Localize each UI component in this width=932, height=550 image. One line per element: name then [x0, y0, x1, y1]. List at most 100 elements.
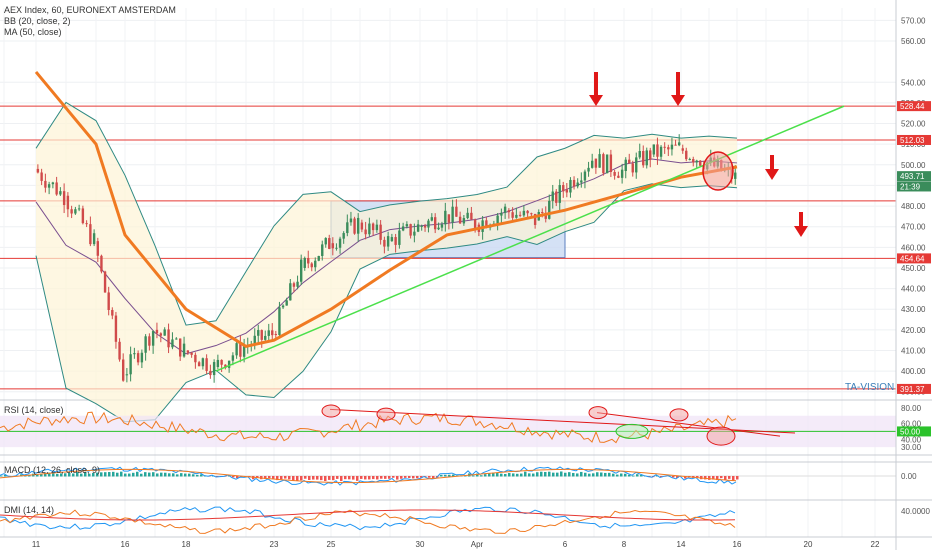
- time-tick-label: 23: [270, 540, 279, 549]
- candle-body: [178, 338, 182, 357]
- candle-body: [356, 217, 360, 234]
- candle-body: [530, 213, 533, 215]
- macd-bar: [608, 472, 611, 477]
- macd-bar: [100, 472, 103, 477]
- candle-body: [264, 335, 267, 340]
- time-tick-label: 30: [416, 540, 425, 549]
- macd-bar: [408, 476, 411, 478]
- macd-pane: [0, 466, 896, 486]
- macd-bar: [380, 476, 383, 479]
- rsi-legend[interactable]: RSI (14, close): [4, 405, 64, 415]
- dmi-legend[interactable]: DMI (14, 14): [4, 505, 55, 515]
- candle-body: [541, 211, 544, 213]
- macd-bar: [36, 474, 39, 477]
- price-tick-label: 410.00: [901, 346, 926, 355]
- candle-body: [555, 191, 558, 203]
- candle-body: [125, 374, 129, 376]
- macd-bar: [376, 476, 379, 480]
- macd-bar: [472, 475, 475, 477]
- breakdown-circle: [702, 151, 734, 191]
- candle-body: [659, 146, 663, 157]
- candle-body: [565, 189, 569, 193]
- candle-body: [699, 160, 702, 166]
- macd-bar: [120, 471, 123, 477]
- macd-bar: [4, 474, 7, 477]
- macd-bar: [164, 472, 167, 477]
- candle-body: [175, 338, 178, 340]
- time-tick-label: 22: [871, 540, 880, 549]
- candle-body: [674, 144, 677, 146]
- candle-body: [321, 244, 324, 256]
- macd-bar: [268, 476, 271, 479]
- down-arrow-head: [765, 169, 779, 180]
- candle-body: [346, 222, 349, 234]
- candle-body: [133, 353, 136, 355]
- bb-legend[interactable]: BB (20, close, 2): [4, 16, 71, 26]
- bb-fill: [36, 102, 737, 422]
- candle-body: [451, 206, 454, 223]
- candle-body: [562, 185, 565, 192]
- chart-title[interactable]: AEX Index, 60, EURONEXT AMSTERDAM: [4, 5, 176, 15]
- macd-bar: [72, 473, 75, 477]
- candle-body: [103, 271, 107, 293]
- dmi-tick-label: 40.0000: [901, 507, 930, 516]
- candle-body: [368, 223, 371, 235]
- candle-body: [466, 212, 469, 219]
- macd-bar: [308, 476, 311, 480]
- macd-bar: [452, 474, 455, 477]
- macd-bar: [176, 474, 179, 477]
- candle-body: [342, 233, 345, 239]
- price-tick-label: 420.00: [901, 326, 926, 335]
- signal-line: [0, 468, 737, 484]
- candle-body: [433, 217, 437, 230]
- candle-body: [235, 343, 238, 356]
- candle-body: [353, 218, 356, 234]
- candle-body: [331, 243, 335, 249]
- macd-bar: [112, 471, 115, 477]
- macd-bar: [620, 473, 623, 477]
- candle-body: [642, 151, 645, 166]
- ma-legend[interactable]: MA (50, close): [4, 27, 62, 37]
- candle-body: [253, 335, 256, 346]
- macd-bar: [684, 476, 687, 479]
- candle-body: [310, 263, 313, 268]
- macd-bar: [352, 476, 355, 480]
- candle-body: [151, 331, 155, 346]
- macd-bar: [624, 473, 627, 477]
- candles: [36, 134, 737, 383]
- candle-body: [74, 209, 77, 214]
- candle-body: [205, 358, 208, 371]
- macd-bar: [316, 476, 319, 480]
- macd-bar: [364, 476, 367, 480]
- price-tag-label: 512.03: [900, 136, 925, 145]
- macd-legend[interactable]: MACD (12, 26, close, 9): [4, 465, 101, 475]
- candle-body: [437, 227, 440, 230]
- candle-body: [613, 171, 616, 176]
- candle-body: [111, 309, 114, 316]
- macd-bar: [528, 473, 531, 477]
- candle-body: [394, 237, 397, 245]
- macd-bar: [80, 473, 83, 477]
- price-tick-label: 430.00: [901, 305, 926, 314]
- macd-bar: [396, 476, 399, 480]
- macd-bar: [200, 474, 203, 477]
- macd-bar: [428, 476, 431, 478]
- macd-bar: [344, 476, 347, 480]
- macd-bar: [508, 472, 511, 477]
- time-axis: 11 16 18 23 25 30 Apr 6 8 14 16 20 22: [0, 536, 932, 549]
- candle-body: [167, 329, 170, 348]
- candle-body: [100, 255, 103, 272]
- trendline: [215, 105, 845, 372]
- down-arrow-head: [589, 95, 603, 106]
- macd-bar: [488, 473, 491, 477]
- candle-body: [379, 224, 382, 240]
- candle-body: [518, 214, 522, 216]
- macd-bar: [340, 476, 343, 482]
- price-tag: [897, 171, 931, 182]
- macd-bar: [736, 476, 739, 480]
- candle-body: [667, 147, 670, 150]
- macd-bar: [288, 476, 291, 480]
- macd-bar: [536, 472, 539, 477]
- macd-bar: [572, 472, 575, 477]
